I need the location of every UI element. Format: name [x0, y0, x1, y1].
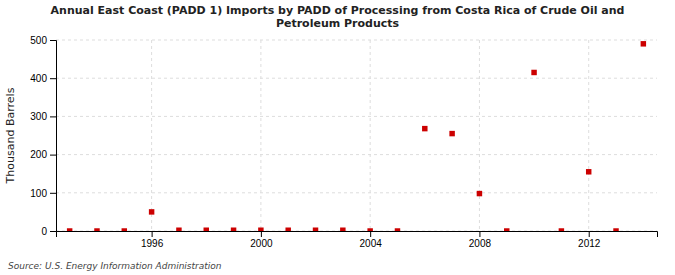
x-grid-line — [151, 40, 152, 231]
y-tick-label: 100 — [30, 188, 47, 199]
y-grid-line — [56, 116, 657, 117]
y-tick-mark — [50, 193, 56, 194]
x-tick-mark — [589, 231, 590, 237]
chart: Annual East Coast (PADD 1) Imports by PA… — [0, 0, 675, 275]
x-grid-line — [260, 40, 261, 231]
title: Annual East Coast (PADD 1) Imports by PA… — [51, 4, 625, 30]
grid — [56, 40, 657, 231]
y-tick-label: 0 — [41, 226, 47, 237]
x-tick-mark — [479, 231, 480, 237]
y-tick: 100 — [30, 188, 56, 199]
x-tick-label: 2004 — [360, 238, 383, 249]
y-axis-line — [50, 41, 57, 232]
x-tick: 1996 — [141, 231, 164, 249]
point — [231, 227, 236, 231]
x-tick-label: 1996 — [141, 238, 164, 249]
x-tick: 2008 — [469, 231, 492, 249]
point — [449, 131, 454, 136]
y-tick: 400 — [30, 73, 56, 84]
y-tick-label: 200 — [30, 149, 47, 160]
x-tick-mark — [152, 231, 153, 237]
point — [613, 228, 618, 231]
y-tick-label: 500 — [30, 35, 47, 46]
x-axis-line — [57, 232, 658, 238]
x-tick-label: 2000 — [250, 238, 273, 249]
x-tick-label: 2008 — [469, 238, 492, 249]
x-grid-line — [588, 40, 589, 231]
x-tick-mark — [370, 231, 371, 237]
point — [586, 169, 591, 174]
point — [313, 227, 318, 231]
x-tick: 2012 — [578, 231, 601, 249]
point — [340, 227, 345, 231]
point — [422, 126, 427, 131]
x-axis: 1996 2000 2004 2008 2012 — [57, 231, 658, 249]
point — [176, 227, 181, 231]
x-tick-label: 2012 — [578, 238, 601, 249]
point — [641, 41, 646, 46]
point — [395, 228, 400, 231]
y-tick: 200 — [30, 149, 56, 160]
point — [94, 228, 99, 231]
point — [204, 227, 209, 231]
y-grid-line — [56, 78, 657, 79]
point — [258, 227, 263, 231]
y-tick-label: 400 — [30, 73, 47, 84]
annotation: Source: U.S. Energy Information Administ… — [8, 261, 222, 271]
y-tick-mark — [50, 231, 56, 232]
y-tick-mark — [50, 78, 56, 79]
point — [504, 228, 509, 231]
point — [531, 70, 536, 75]
point — [285, 227, 290, 231]
y-grid-line — [56, 154, 657, 155]
y-tick-mark — [50, 116, 56, 117]
y-tick: 500 — [30, 35, 56, 46]
point — [367, 228, 372, 231]
y-grid-line — [56, 40, 657, 41]
x-tick: 2004 — [360, 231, 383, 249]
x-tick-mark — [261, 231, 262, 237]
y-tick-label: 300 — [30, 111, 47, 122]
point — [67, 228, 72, 231]
y-tick-mark — [50, 40, 56, 41]
point — [477, 191, 482, 196]
point — [122, 228, 127, 231]
y-tick: 0 — [41, 226, 56, 237]
y-grid-line — [56, 192, 657, 193]
y-axis-title: Thousand Barrels — [4, 87, 17, 184]
point — [149, 209, 154, 214]
point — [559, 228, 564, 231]
x-grid-line — [370, 40, 371, 231]
x-grid-line — [479, 40, 480, 231]
y-axis: 0 100 200 300 400 500 — [30, 35, 56, 237]
points — [67, 41, 646, 231]
y-tick: 300 — [30, 111, 56, 122]
plot: 1996 2000 2004 2008 2012 0 100 200 300 400 500 — [30, 35, 657, 249]
x-tick: 2000 — [250, 231, 273, 249]
y-tick-mark — [50, 155, 56, 156]
